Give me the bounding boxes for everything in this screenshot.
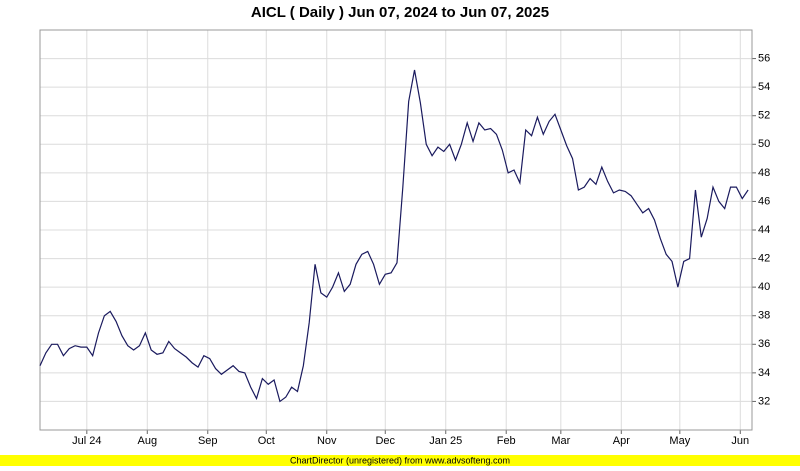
plot-border: [39, 29, 753, 431]
x-tick-label: May: [669, 435, 690, 447]
x-tick-label: Jan 25: [429, 435, 462, 447]
x-tick-label: Apr: [613, 435, 630, 447]
y-tick-label: 54: [758, 81, 770, 93]
footer-bar: [0, 455, 800, 466]
y-tick-label: 48: [758, 167, 770, 179]
x-tick-label: Feb: [497, 435, 516, 447]
y-tick-label: 52: [758, 110, 770, 122]
price-line: [39, 69, 749, 403]
x-tick-label: Jun: [731, 435, 749, 447]
footer: ChartDirector (unregistered) from www.ad…: [290, 455, 510, 465]
y-tick-label: 36: [758, 338, 770, 350]
x-tick-label: Mar: [551, 435, 570, 447]
y-tick-label: 34: [758, 367, 770, 379]
x-tick-label: Aug: [137, 435, 157, 447]
y-tick-label: 44: [758, 224, 770, 236]
x-tick-label: Oct: [258, 435, 275, 447]
x-tick-label: Dec: [375, 435, 395, 447]
x-tick-label: Jul 24: [72, 435, 101, 447]
y-tick-label: 50: [758, 138, 770, 150]
y-tick-label: 38: [758, 310, 770, 322]
chart-title: AICL ( Daily ) Jun 07, 2024 to Jun 07, 2…: [251, 4, 549, 21]
y-tick-label: 46: [758, 195, 770, 207]
y-tick-label: 56: [758, 52, 770, 64]
x-tick-label: Sep: [198, 435, 218, 447]
y-tick-label: 42: [758, 252, 770, 264]
y-tick-label: 32: [758, 395, 770, 407]
y-tick-label: 40: [758, 281, 770, 293]
x-tick-label: Nov: [317, 435, 337, 447]
